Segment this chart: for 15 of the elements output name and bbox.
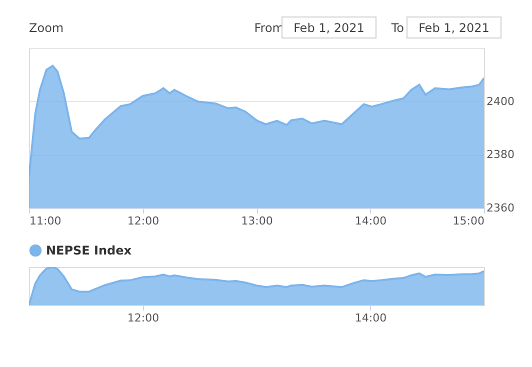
x-tick-label: 12:00 <box>127 214 160 228</box>
text: To <box>390 21 404 35</box>
x-tick-label: 13:00 <box>241 214 273 228</box>
y-tick-label: 2360 <box>486 202 514 214</box>
text: Feb 1, 2021 <box>294 21 364 35</box>
text: Feb 1, 2021 <box>418 21 490 35</box>
x-tick-label: 14:00 <box>354 312 387 324</box>
x-tick-label: 14:00 <box>354 214 387 228</box>
x-tick-label: 12:00 <box>127 312 160 324</box>
x-tick-label: 15:00 <box>452 214 484 228</box>
text: Zoom <box>29 21 64 35</box>
y-tick-label: 2380 <box>486 148 514 162</box>
legend-label: NEPSE Index <box>46 244 132 258</box>
y-tick-label: 2400 <box>486 94 514 108</box>
x-tick-label: 11:00 <box>30 214 62 228</box>
